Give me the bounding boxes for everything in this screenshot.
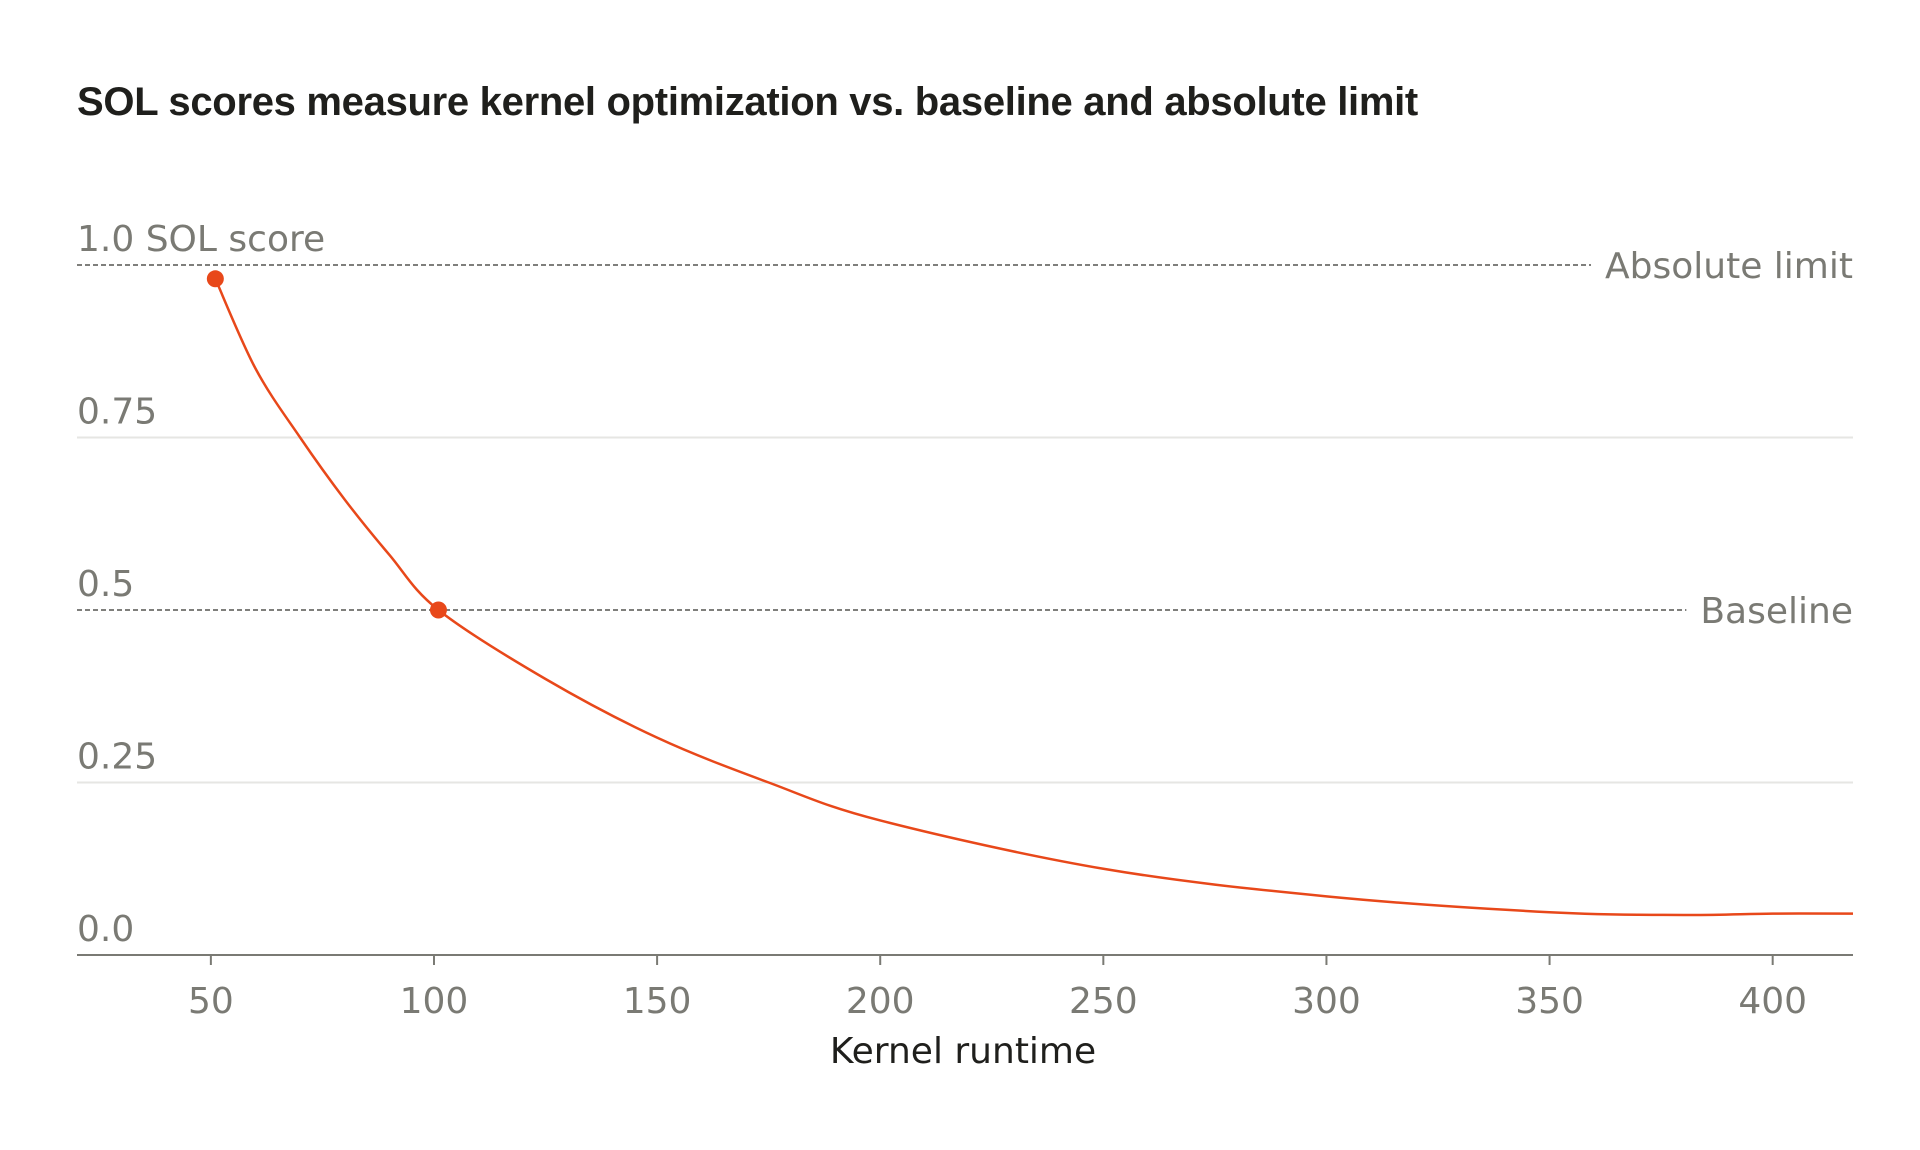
chart-title: SOL scores measure kernel optimization v…: [77, 80, 1418, 124]
y-tick-label: 0.75: [77, 392, 157, 433]
y-tick-label: 0.25: [77, 737, 157, 778]
x-tick-label: 300: [1292, 981, 1361, 1022]
data-point-marker: [429, 601, 447, 619]
tick-labels: 0.0 0.25 0.5 0.75 1.0 SOL score Absolute limi…: [77, 219, 1853, 1072]
reference-lines: [77, 264, 1687, 611]
y-axis-unit-label: SOL score: [134, 219, 325, 260]
series-line: [214, 278, 1854, 917]
series-layer: [206, 270, 1854, 917]
x-tick-label: 50: [188, 981, 234, 1022]
x-tick-label: 350: [1515, 981, 1584, 1022]
x-tick-label: 250: [1069, 981, 1138, 1022]
x-axis: [77, 954, 1853, 965]
y-tick-label: 0.5: [77, 564, 134, 605]
reference-line-label: Absolute limit: [1605, 246, 1853, 287]
x-tick-label: 400: [1738, 981, 1807, 1022]
reference-line-label: Baseline: [1700, 591, 1853, 632]
y-tick-label: 1.0 SOL score: [77, 219, 325, 260]
y-tick-label: 0.0: [77, 909, 134, 950]
data-point-marker: [206, 270, 224, 288]
x-axis-title: Kernel runtime: [830, 1031, 1096, 1072]
x-tick-label: 100: [400, 981, 469, 1022]
x-tick-label: 150: [623, 981, 692, 1022]
x-tick-label: 200: [846, 981, 915, 1022]
grid-layer: [77, 436, 1853, 784]
